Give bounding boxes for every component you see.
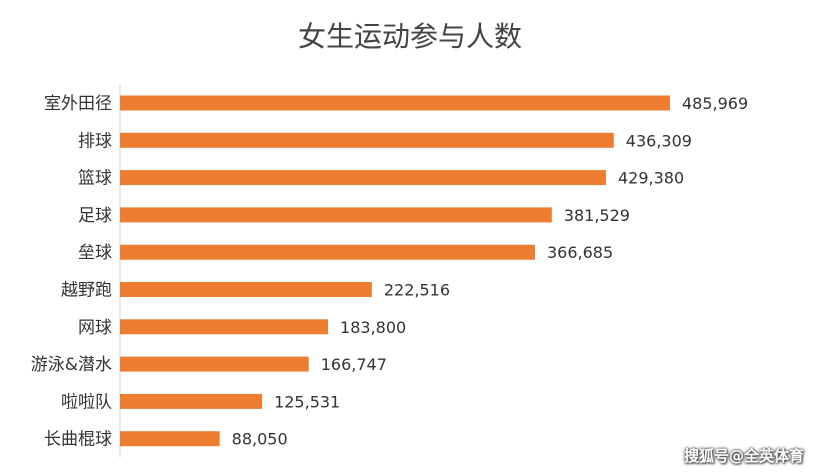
bar bbox=[120, 319, 329, 335]
bar bbox=[120, 244, 535, 260]
bar bbox=[120, 356, 309, 372]
category-label: 网球 bbox=[78, 318, 112, 338]
category-label: 垒球 bbox=[78, 243, 112, 263]
category-label: 足球 bbox=[78, 206, 112, 226]
data-label: 485,969 bbox=[682, 94, 748, 113]
data-label: 381,529 bbox=[564, 206, 630, 225]
category-label: 室外田径 bbox=[44, 94, 112, 114]
bar bbox=[120, 393, 263, 409]
data-label: 436,309 bbox=[626, 131, 692, 150]
chart-title: 女生运动参与人数 bbox=[298, 20, 522, 53]
category-label: 游泳&潜水 bbox=[31, 355, 112, 375]
category-label: 啦啦队 bbox=[61, 392, 112, 412]
bar bbox=[120, 282, 372, 297]
category-label: 篮球 bbox=[78, 169, 112, 189]
data-label: 166,747 bbox=[321, 355, 387, 374]
bar bbox=[120, 95, 670, 111]
data-label: 125,531 bbox=[274, 392, 340, 411]
category-label: 排球 bbox=[78, 131, 112, 151]
bar-series: 485,969 436,309 429,380 381,529 366,685 222,5… bbox=[120, 94, 748, 449]
bar bbox=[120, 431, 220, 447]
category-label: 长曲棍球 bbox=[44, 430, 112, 450]
data-label: 183,800 bbox=[340, 318, 406, 337]
data-label: 222,516 bbox=[384, 281, 450, 300]
bar bbox=[120, 207, 552, 223]
data-label: 88,050 bbox=[232, 430, 288, 449]
watermark: 搜狐号@全英体育 bbox=[683, 447, 804, 465]
data-label: 429,380 bbox=[618, 169, 684, 188]
category-label: 越野跑 bbox=[61, 281, 112, 301]
bar bbox=[120, 170, 606, 186]
bar bbox=[120, 132, 614, 148]
data-label: 366,685 bbox=[547, 243, 613, 262]
